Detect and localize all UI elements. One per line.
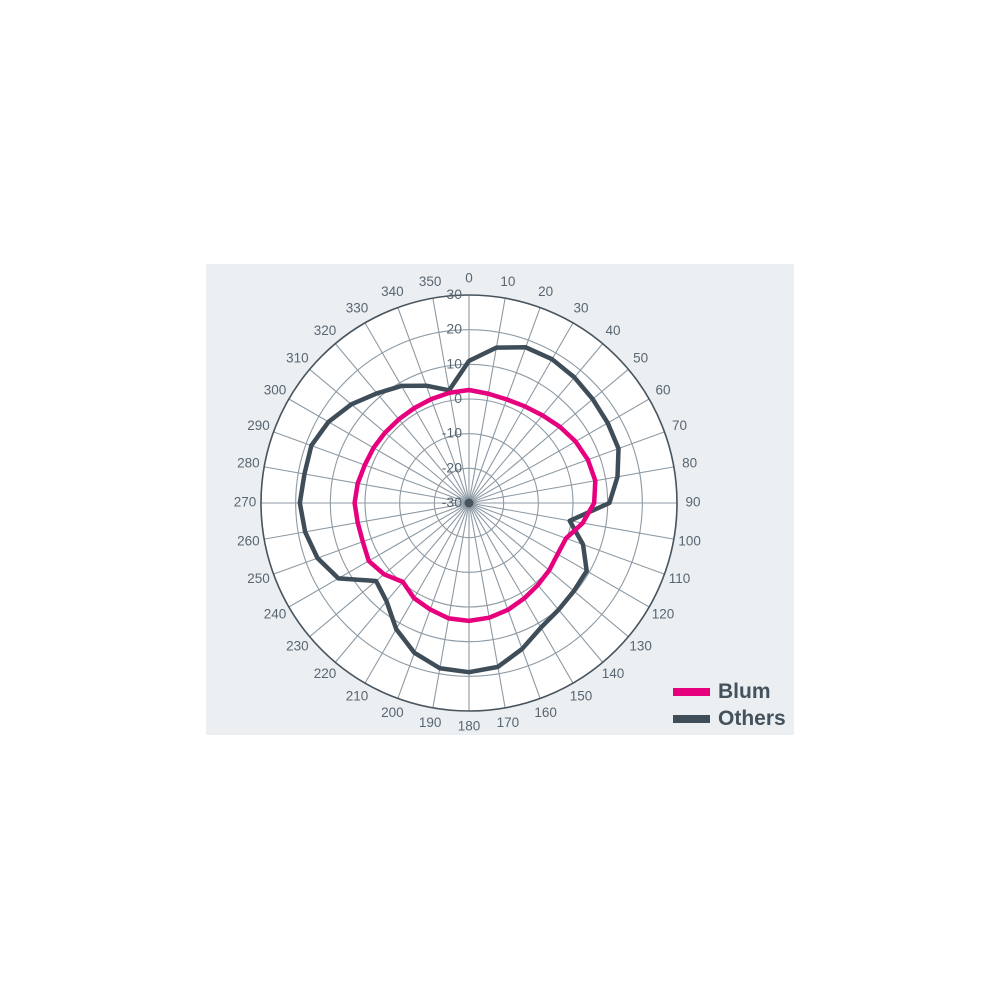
svg-text:130: 130 — [629, 639, 652, 654]
svg-text:10: 10 — [500, 274, 515, 289]
svg-text:340: 340 — [381, 284, 404, 299]
svg-text:320: 320 — [314, 323, 337, 338]
svg-text:170: 170 — [497, 715, 520, 730]
svg-text:210: 210 — [346, 689, 369, 704]
svg-text:-20: -20 — [442, 459, 462, 475]
svg-text:80: 80 — [682, 456, 697, 471]
svg-text:100: 100 — [678, 533, 701, 548]
svg-text:190: 190 — [419, 715, 442, 730]
svg-text:140: 140 — [602, 666, 625, 681]
svg-text:-30: -30 — [442, 494, 462, 510]
svg-text:310: 310 — [286, 351, 309, 366]
svg-text:20: 20 — [538, 284, 553, 299]
svg-text:280: 280 — [237, 456, 260, 471]
svg-text:250: 250 — [247, 571, 270, 586]
svg-text:110: 110 — [669, 571, 691, 586]
svg-text:180: 180 — [458, 719, 481, 734]
svg-text:90: 90 — [685, 495, 700, 510]
svg-text:0: 0 — [465, 271, 473, 286]
svg-text:70: 70 — [672, 418, 687, 433]
svg-text:260: 260 — [237, 533, 260, 548]
svg-text:40: 40 — [605, 323, 620, 338]
svg-text:350: 350 — [419, 274, 442, 289]
svg-text:220: 220 — [314, 666, 337, 681]
svg-text:30: 30 — [446, 286, 462, 302]
svg-text:60: 60 — [655, 383, 670, 398]
svg-text:150: 150 — [570, 689, 593, 704]
svg-text:240: 240 — [264, 607, 287, 622]
svg-text:290: 290 — [247, 418, 270, 433]
svg-text:30: 30 — [573, 301, 588, 316]
svg-text:-10: -10 — [442, 425, 462, 441]
svg-text:50: 50 — [633, 351, 648, 366]
svg-text:300: 300 — [264, 383, 287, 398]
svg-text:120: 120 — [652, 607, 675, 622]
svg-text:230: 230 — [286, 639, 309, 654]
svg-text:160: 160 — [534, 705, 557, 720]
svg-text:10: 10 — [446, 355, 462, 371]
svg-text:20: 20 — [446, 321, 462, 337]
svg-text:200: 200 — [381, 705, 404, 720]
svg-text:270: 270 — [234, 495, 257, 510]
svg-text:330: 330 — [346, 301, 369, 316]
